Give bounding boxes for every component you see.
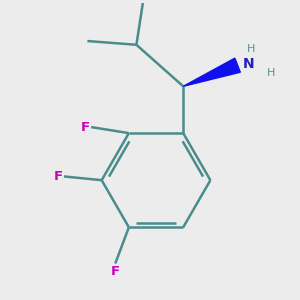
Text: H: H — [247, 44, 255, 54]
Polygon shape — [183, 58, 240, 86]
Text: F: F — [80, 121, 90, 134]
Text: F: F — [111, 265, 120, 278]
Text: F: F — [53, 170, 62, 183]
Text: N: N — [242, 57, 254, 71]
Text: H: H — [267, 68, 275, 78]
